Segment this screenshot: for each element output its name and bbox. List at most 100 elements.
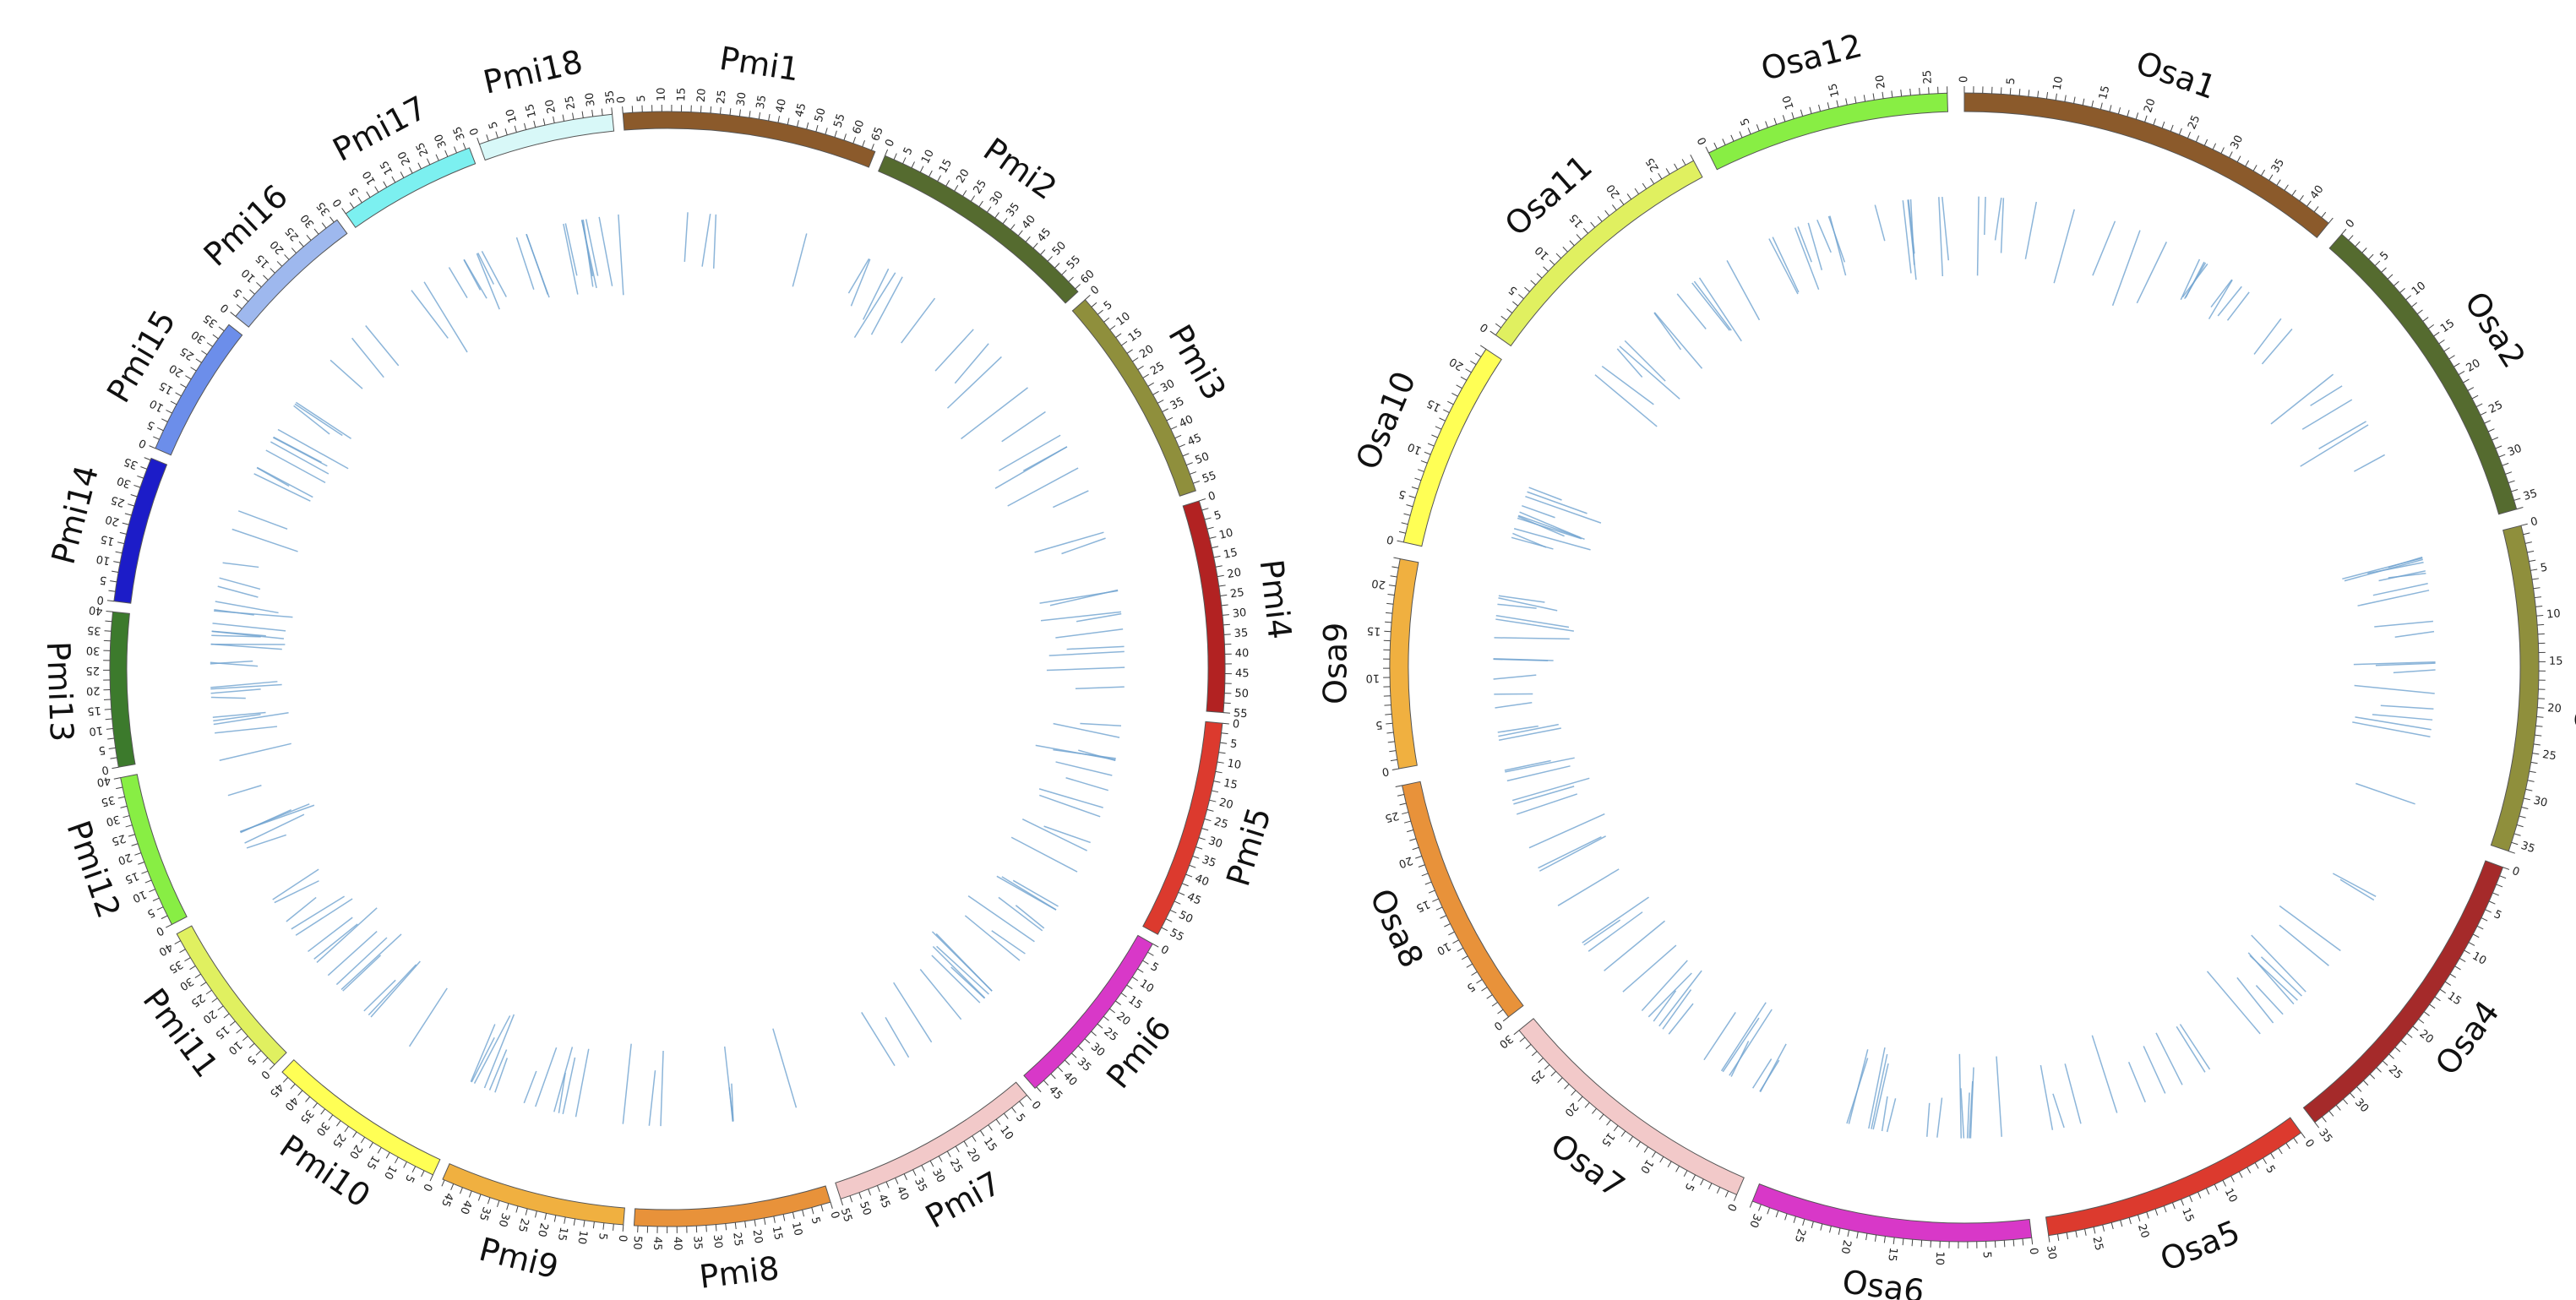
synteny-link [363, 979, 396, 1012]
synteny-link [423, 281, 468, 353]
synteny-link [2279, 905, 2341, 952]
tick-label: 0 [1206, 490, 1217, 504]
tick-mark [2433, 331, 2440, 337]
tick-label: 25 [414, 140, 432, 158]
tick-mark [1739, 131, 1743, 139]
tick-label: 60 [1078, 268, 1097, 286]
tick-mark [1212, 790, 1219, 793]
tick-label: 25 [1229, 586, 1244, 601]
tick-label: 5 [347, 185, 362, 198]
chromosome-band-pmi5 [1142, 721, 1223, 935]
tick-label: 40 [1020, 213, 1038, 231]
tick-mark [1409, 838, 1417, 841]
tick-mark [1606, 1119, 1611, 1126]
tick-mark [128, 503, 135, 507]
tick-label: 40 [1235, 647, 1250, 660]
tick-mark [2254, 1162, 2259, 1169]
tick-mark [2369, 1074, 2376, 1080]
tick-mark [411, 1166, 417, 1173]
tick-mark [161, 915, 168, 920]
tick-mark [504, 128, 508, 135]
tick-mark [2212, 143, 2217, 150]
tick-mark [1195, 846, 1203, 850]
synteny-link [1726, 259, 1761, 321]
tick-mark [341, 208, 346, 215]
tick-mark [871, 144, 874, 150]
tick-mark [2463, 378, 2470, 383]
synteny-link [564, 223, 578, 276]
synteny-link [931, 955, 981, 1004]
synteny-link [1691, 282, 1730, 331]
tick-mark [444, 150, 449, 157]
tick-mark [217, 1005, 224, 1011]
tick-label: 5 [1980, 1251, 1993, 1259]
tick-label: 25 [1644, 155, 1662, 174]
tick-label: 5 [901, 145, 916, 157]
tick-mark [2018, 89, 2021, 96]
tick-label: 20 [200, 1007, 219, 1025]
tick-label: 15 [1223, 547, 1239, 562]
synteny-link [1498, 595, 1545, 603]
synteny-link [477, 253, 494, 285]
synteny-link [2357, 590, 2430, 606]
tick-label: 35 [2519, 840, 2536, 856]
synteny-link [212, 711, 266, 718]
tick-mark [269, 1063, 275, 1070]
tick-mark [806, 122, 809, 130]
chromosome-band-osa1 [1963, 92, 2329, 238]
tick-mark [506, 1203, 509, 1210]
tick-mark [2511, 841, 2519, 846]
tick-mark [284, 254, 290, 260]
synteny-link [2052, 1093, 2065, 1129]
tick-mark [1401, 522, 1408, 525]
tick-label: 20 [543, 98, 558, 114]
tick-mark [2502, 867, 2510, 870]
synteny-link [2217, 286, 2242, 317]
tick-label: 10 [2546, 607, 2562, 621]
tick-mark [1085, 295, 1091, 301]
synteny-link [1994, 198, 2002, 241]
chromosome-band-pmi10 [281, 1058, 441, 1176]
tick-mark [1071, 1053, 1077, 1058]
tick-mark [1206, 808, 1214, 812]
tick-mark [2222, 1180, 2227, 1187]
synteny-link [850, 258, 871, 307]
tick-label: 10 [226, 1038, 244, 1057]
chromosome-label-pmi10: Pmi10 [273, 1128, 377, 1215]
tick-label: 45 [438, 1191, 455, 1209]
tick-mark [725, 1223, 727, 1231]
tick-mark [1658, 172, 1663, 180]
tick-label: 60 [851, 118, 868, 136]
tick-mark [2328, 217, 2334, 224]
tick-mark [553, 116, 555, 123]
chromosome-label-pmi1: Pmi1 [717, 40, 802, 89]
tick-mark [119, 531, 127, 535]
tick-label: 10 [2222, 1187, 2240, 1205]
tick-mark [2278, 1148, 2283, 1155]
tick-mark [1758, 1204, 1762, 1211]
chromosome-band-pmi9 [442, 1163, 625, 1226]
tick-mark [1626, 193, 1632, 200]
synteny-link [2251, 934, 2306, 993]
synteny-link [998, 896, 1043, 932]
tick-mark [1386, 722, 1393, 725]
tick-mark [572, 112, 575, 120]
tick-mark [122, 522, 129, 525]
tick-mark [230, 312, 237, 317]
tick-mark [166, 409, 172, 414]
tick-label: 10 [1781, 94, 1797, 111]
synteny-link [2372, 714, 2433, 721]
tick-mark [885, 1181, 890, 1188]
tick-mark [2530, 568, 2538, 571]
synteny-link [368, 964, 417, 1016]
tick-mark [1590, 221, 1596, 228]
tick-label: 20 [1874, 73, 1888, 89]
tick-mark [2523, 797, 2531, 801]
tick-mark [1417, 469, 1424, 472]
tick-mark [105, 620, 112, 623]
synteny-link [1498, 597, 1558, 612]
tick-label: 25 [1101, 1025, 1119, 1044]
synteny-link [1703, 1011, 1736, 1061]
synteny-link [1624, 340, 1666, 382]
tick-mark [1408, 495, 1416, 498]
